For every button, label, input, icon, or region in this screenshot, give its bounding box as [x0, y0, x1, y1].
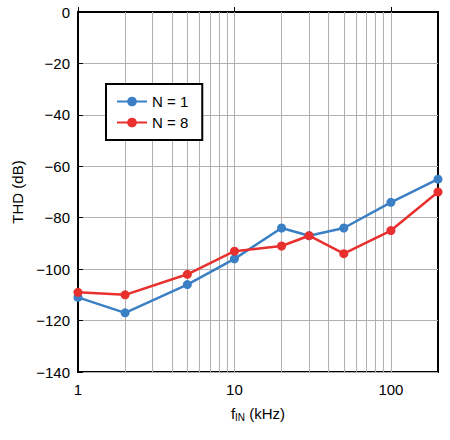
- svg-text:IN: IN: [235, 412, 245, 423]
- svg-text:(kHz): (kHz): [245, 405, 285, 422]
- svg-text:N = 8: N = 8: [152, 114, 188, 131]
- svg-text:THD (dB): THD (dB): [9, 160, 26, 223]
- svg-text:−80: −80: [45, 209, 70, 226]
- svg-text:−20: −20: [45, 55, 70, 72]
- svg-text:−100: −100: [36, 261, 70, 278]
- svg-text:−140: −140: [36, 364, 70, 381]
- svg-text:100: 100: [378, 381, 403, 398]
- svg-text:N = 1: N = 1: [152, 93, 188, 110]
- svg-text:−120: −120: [36, 312, 70, 329]
- svg-text:f: f: [230, 404, 236, 422]
- svg-text:0: 0: [62, 4, 70, 21]
- svg-text:−40: −40: [45, 106, 70, 123]
- svg-text:10: 10: [226, 381, 243, 398]
- svg-text:1: 1: [74, 381, 82, 398]
- svg-text:−60: −60: [45, 158, 70, 175]
